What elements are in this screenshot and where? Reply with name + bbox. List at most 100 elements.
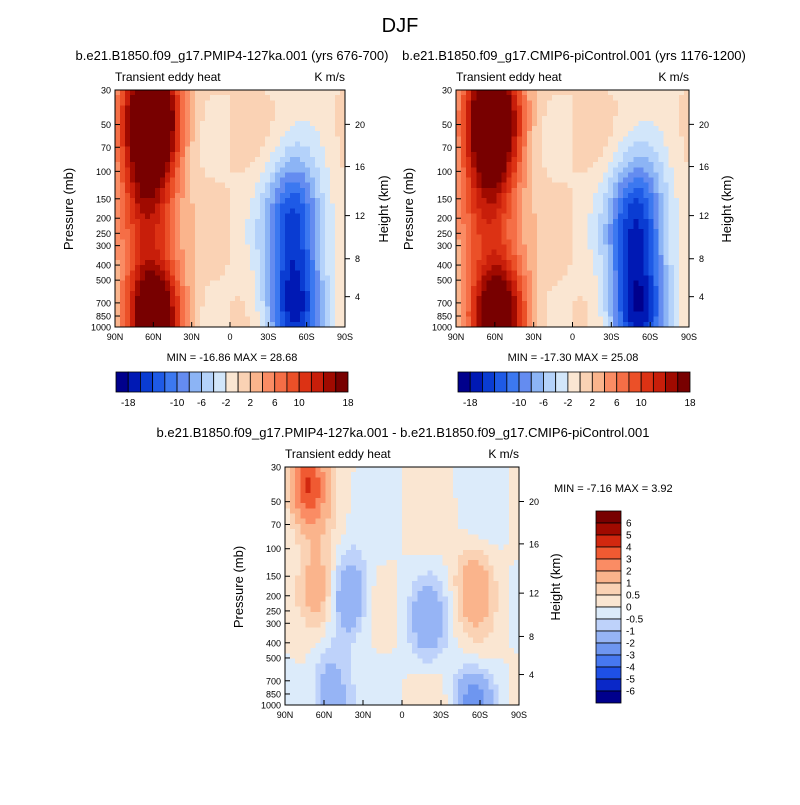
field-cell <box>664 121 670 127</box>
field-cell <box>115 250 121 256</box>
field-cell <box>537 183 543 189</box>
field-cell <box>200 270 206 276</box>
field-cell <box>638 90 644 96</box>
field-cell <box>325 296 331 302</box>
field-cell <box>125 90 131 96</box>
field-cell <box>155 312 161 318</box>
field-cell <box>120 296 126 302</box>
field-cell <box>325 142 331 148</box>
field-cell <box>135 219 141 225</box>
field-cell <box>300 172 306 178</box>
field-cell <box>225 131 231 137</box>
field-cell <box>562 250 568 256</box>
field-cell <box>633 270 639 276</box>
field-cell <box>654 214 660 220</box>
field-cell <box>180 301 186 307</box>
field-cell <box>250 301 256 307</box>
field-cell <box>140 203 146 209</box>
field-cell <box>305 224 311 230</box>
field-cell <box>120 209 126 215</box>
field-cell <box>260 90 266 96</box>
field-cell <box>250 183 256 189</box>
field-cell <box>557 131 563 137</box>
field-cell <box>330 95 336 101</box>
field-cell <box>497 265 503 271</box>
field-cell <box>583 250 589 256</box>
field-cell <box>486 178 492 184</box>
field-cell <box>180 105 186 111</box>
field-cell <box>573 183 579 189</box>
field-cell <box>295 306 301 312</box>
field-cell <box>160 224 166 230</box>
field-cell <box>240 203 246 209</box>
x-tick-label: 60S <box>299 332 315 342</box>
field-cell <box>562 281 568 287</box>
field-cell <box>210 152 216 158</box>
field-cell <box>185 275 191 281</box>
field-cell <box>628 234 634 240</box>
field-cell <box>330 312 336 318</box>
field-cell <box>588 291 594 297</box>
field-cell <box>664 306 670 312</box>
field-cell <box>265 209 271 215</box>
field-cell <box>628 105 634 111</box>
field-cell <box>275 234 281 240</box>
field-cell <box>260 234 266 240</box>
field-cell <box>320 167 326 173</box>
y-tick-label: 1000 <box>432 323 452 333</box>
field-cell <box>326 565 332 571</box>
field-cell <box>336 550 342 556</box>
field-cell <box>567 239 573 245</box>
field-cell <box>497 255 503 261</box>
field-cell <box>230 219 236 225</box>
field-cell <box>542 250 548 256</box>
field-cell <box>547 203 553 209</box>
field-cell <box>316 519 322 525</box>
field-cell <box>466 121 472 127</box>
field-cell <box>618 275 624 281</box>
field-cell <box>331 596 337 602</box>
field-cell <box>265 229 271 235</box>
field-cell <box>557 250 563 256</box>
field-cell <box>135 265 141 271</box>
field-cell <box>260 286 266 292</box>
field-cell <box>552 239 558 245</box>
field-cell <box>245 260 251 266</box>
field-cell <box>250 105 256 111</box>
field-cell <box>220 234 226 240</box>
field-cell <box>300 193 306 199</box>
field-cell <box>185 95 191 101</box>
field-cell <box>674 147 680 153</box>
field-cell <box>220 157 226 163</box>
field-cell <box>527 152 533 158</box>
field-cell <box>335 162 341 168</box>
field-cell <box>674 255 680 261</box>
field-cell <box>486 224 492 230</box>
field-cell <box>210 291 216 297</box>
field-cell <box>330 178 336 184</box>
field-cell <box>185 198 191 204</box>
field-cell <box>341 519 347 525</box>
field-cell <box>326 539 332 545</box>
field-cell <box>326 555 332 561</box>
field-cell <box>346 612 352 618</box>
field-cell <box>155 286 161 292</box>
field-cell <box>190 152 196 158</box>
field-cell <box>321 612 327 618</box>
field-cell <box>669 126 675 132</box>
field-cell <box>305 317 311 323</box>
field-cell <box>562 229 568 235</box>
y-tick-label: 300 <box>96 241 111 251</box>
field-cell <box>346 648 352 654</box>
field-cell <box>321 664 327 670</box>
field-cell <box>326 658 332 664</box>
field-cell <box>240 281 246 287</box>
field-cell <box>588 312 594 318</box>
field-cell <box>250 224 256 230</box>
field-cell <box>598 152 604 158</box>
field-cell <box>280 291 286 297</box>
field-cell <box>300 306 306 312</box>
field-cell <box>220 121 226 127</box>
y-tick-label: 70 <box>442 143 452 153</box>
field-cell <box>170 193 176 199</box>
